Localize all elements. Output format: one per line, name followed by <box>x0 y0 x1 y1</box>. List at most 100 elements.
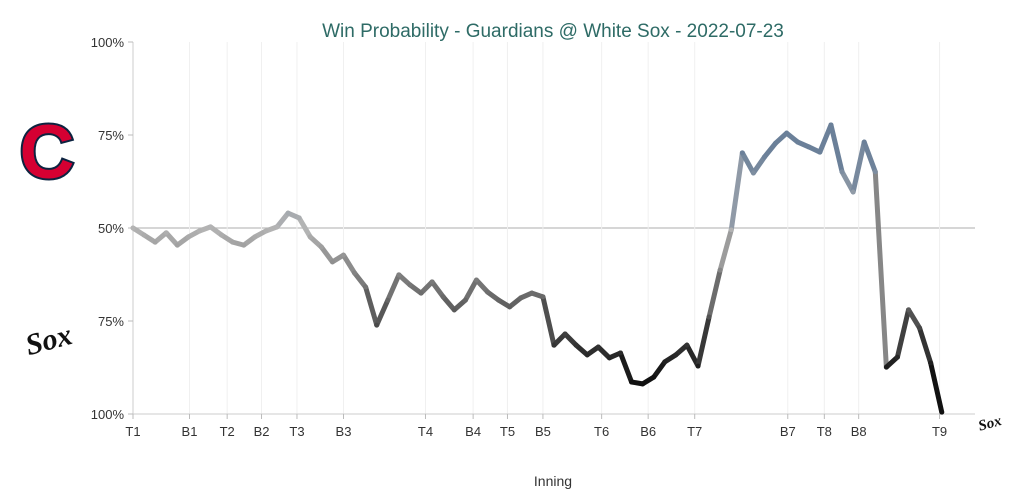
data-point <box>263 228 269 234</box>
line-segment <box>906 307 923 331</box>
y-tick-label: 75% <box>98 128 124 143</box>
white-sox-logo-text: Sox <box>22 318 76 362</box>
data-point <box>174 242 180 248</box>
data-point <box>163 230 169 236</box>
data-point <box>806 144 812 150</box>
data-point <box>474 277 479 283</box>
data-point <box>850 189 856 195</box>
data-point <box>584 352 590 358</box>
data-point <box>883 364 889 370</box>
data-point <box>728 227 734 233</box>
line-segment <box>739 150 756 176</box>
line-segment <box>385 272 402 303</box>
x-axis-label: Inning <box>534 473 572 489</box>
y-tick-label: 100% <box>91 35 125 50</box>
line-segment <box>318 244 335 265</box>
data-point <box>595 344 601 350</box>
data-point <box>230 239 236 245</box>
data-point <box>784 130 790 136</box>
data-point <box>252 234 258 240</box>
y-tick-label: 100% <box>91 407 125 422</box>
data-point <box>640 381 646 387</box>
line-segment <box>750 154 767 176</box>
line-segment <box>917 325 934 366</box>
x-tick-label: B7 <box>780 424 796 439</box>
line-segment <box>418 279 435 296</box>
x-tick-label: B2 <box>254 424 270 439</box>
data-point <box>352 270 357 276</box>
data-point <box>185 234 191 240</box>
white-sox-end-logo: Sox <box>977 413 1004 435</box>
x-axis: T1 B1 T2 B2 T3 B3 T4 B4 T5 B5 T6 B6 T7 B7 T8 B8 T9 <box>125 413 975 439</box>
line-segment <box>651 359 668 380</box>
line-segment <box>429 279 446 300</box>
line-segment <box>341 252 358 276</box>
chart-title: Win Probability - Guardians @ White Sox … <box>322 21 784 42</box>
data-point <box>695 363 701 369</box>
line-segment <box>540 294 557 348</box>
data-point <box>872 169 878 175</box>
data-point <box>529 290 535 296</box>
data-point <box>462 297 468 303</box>
x-tick-label: B1 <box>182 424 198 439</box>
data-point <box>429 279 435 285</box>
line-segment <box>861 139 878 175</box>
data-point <box>307 234 313 240</box>
line-segment <box>617 350 635 385</box>
line-segment <box>762 140 779 160</box>
data-point <box>562 331 568 337</box>
line-segment <box>473 277 491 295</box>
data-point <box>773 140 778 146</box>
data-point <box>130 225 136 231</box>
data-point <box>141 232 147 238</box>
data-point <box>828 122 834 128</box>
data-point <box>507 304 513 310</box>
data-point <box>551 342 557 348</box>
guardians-logo: C <box>18 108 77 197</box>
line-segment <box>839 169 856 195</box>
data-point <box>197 228 202 234</box>
x-tick-label: T5 <box>500 424 515 439</box>
grid <box>132 42 975 414</box>
data-point <box>341 252 346 258</box>
line-segment <box>684 342 701 369</box>
line-segment <box>872 169 889 370</box>
line-segment <box>695 314 712 369</box>
line-segment <box>352 270 369 290</box>
data-point <box>296 215 302 221</box>
data-point <box>939 409 945 415</box>
x-tick-label: B6 <box>640 424 656 439</box>
data-point <box>219 232 225 238</box>
line-segment <box>363 284 380 328</box>
x-tick-label: T2 <box>220 424 235 439</box>
line-segment <box>828 122 845 175</box>
line-segment <box>551 331 568 348</box>
data-point <box>208 224 213 230</box>
data-point <box>629 379 634 385</box>
data-point <box>385 297 391 303</box>
x-tick-label: T8 <box>817 424 832 439</box>
data-point <box>917 325 923 331</box>
line-segment <box>850 139 867 195</box>
data-point <box>496 297 502 303</box>
line-segment <box>595 344 612 361</box>
data-point <box>440 294 446 300</box>
line-segment <box>374 297 391 328</box>
line-segment <box>894 307 912 360</box>
line-segment <box>728 150 745 233</box>
x-tick-label: T3 <box>289 424 304 439</box>
data-point <box>861 139 867 145</box>
x-tick-label: T9 <box>932 424 947 439</box>
data-point <box>684 342 690 348</box>
data-point <box>407 282 413 288</box>
data-point <box>673 352 679 358</box>
data-point <box>518 295 524 301</box>
line-segment <box>440 294 457 313</box>
y-axis: 100% 75% 50% 75% 100% <box>91 35 134 422</box>
data-point <box>152 239 158 245</box>
line-segment <box>817 122 834 155</box>
line-segment <box>274 210 291 230</box>
data-point <box>795 139 801 145</box>
data-point <box>906 307 911 313</box>
